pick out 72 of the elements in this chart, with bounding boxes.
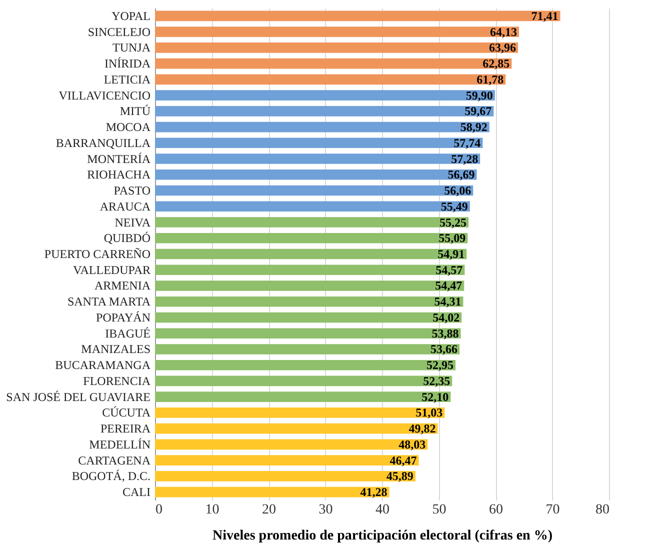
data-label: 55,25	[440, 215, 467, 230]
data-label: 52,95	[426, 358, 454, 372]
data-label: 63,96	[488, 40, 516, 55]
x-axis-title: Niveles promedio de participación electoral (cifras en %)	[212, 528, 553, 544]
y-tick-label: IBAGUÉ	[105, 326, 150, 340]
x-tick-label: 60	[489, 502, 503, 518]
data-label: 56,69	[448, 168, 475, 182]
data-label: 41,28	[360, 485, 388, 500]
data-label: 59,67	[464, 104, 492, 118]
x-tick-label: 80	[596, 502, 610, 518]
y-tick-label: CALI	[122, 485, 150, 500]
data-label: 46,47	[390, 453, 417, 468]
y-tick-label: MITÚ	[120, 104, 151, 118]
data-label: 57,28	[451, 152, 478, 166]
y-tick-label: RIOHACHA	[87, 168, 151, 182]
x-tick-label: 0	[156, 502, 162, 518]
y-tick-label: NEIVA	[114, 215, 151, 230]
y-tick-label: SINCELEJO	[88, 24, 151, 39]
y-tick-label: INÍRIDA	[104, 56, 151, 71]
y-tick-label: YOPAL	[112, 8, 150, 23]
y-tick-label: SANTA MARTA	[67, 294, 151, 309]
data-label: 61,78	[476, 72, 504, 86]
y-tick-label: ARAUCA	[100, 199, 151, 214]
y-tick-label: POPAYÁN	[96, 310, 151, 324]
data-label: 54,91	[438, 247, 465, 261]
y-tick-label: VILLAVICENCIO	[58, 88, 151, 102]
x-tick-label: 20	[262, 502, 276, 518]
x-tick-label: 30	[318, 502, 333, 518]
x-tick-label: 50	[432, 502, 446, 518]
data-label: 59,90	[466, 88, 493, 102]
data-label: 45,89	[386, 469, 414, 484]
y-tick-label: LETICIA	[104, 72, 151, 86]
y-tick-label: TUNJA	[112, 40, 151, 55]
data-label: 64,13	[490, 24, 517, 39]
y-tick-label: BUCARAMANGA	[55, 358, 151, 372]
y-tick-label: PEREIRA	[100, 422, 151, 436]
data-label: 52,35	[423, 374, 450, 388]
y-tick-label: MEDELLÍN	[89, 437, 151, 452]
data-label: 57,74	[454, 136, 481, 150]
x-tick-label: 10	[205, 502, 220, 518]
y-tick-label: PUERTO CARREÑO	[44, 247, 151, 261]
y-tick-label: BOGOTÁ, D.C.	[72, 469, 150, 484]
y-tick-label: MONTERÍA	[87, 152, 151, 166]
data-label: 48,03	[398, 437, 426, 452]
data-label: 62,85	[482, 56, 510, 71]
y-tick-label: ARMENIA	[94, 278, 151, 293]
y-tick-label: VALLEDUPAR	[73, 262, 150, 277]
y-tick-label: SAN JOSÉ DEL GUAVIARE	[6, 390, 150, 404]
data-label: 55,09	[438, 231, 466, 246]
x-tick-label: 70	[546, 502, 560, 518]
data-label: 54,57	[436, 262, 463, 277]
y-tick-label: PASTO	[114, 184, 151, 198]
data-label: 54,02	[432, 310, 460, 324]
data-label: 51,03	[416, 406, 443, 420]
y-tick-label: CARTAGENA	[78, 453, 151, 468]
y-tick-label: MOCOA	[106, 120, 151, 134]
data-label: 54,47	[435, 278, 462, 293]
y-tick-label: MANIZALES	[81, 342, 150, 356]
x-tick-label: 40	[376, 502, 390, 518]
data-label: 56,06	[444, 184, 472, 198]
data-label: 58,92	[460, 120, 488, 134]
y-tick-label: CÚCUTA	[102, 406, 151, 420]
data-label: 71,41	[531, 8, 558, 23]
y-tick-label: FLORENCIA	[83, 374, 151, 388]
y-tick-label: BARRANQUILLA	[56, 136, 151, 150]
data-label: 53,66	[430, 342, 458, 356]
data-label: 52,10	[422, 390, 449, 404]
y-tick-label: QUIBDÓ	[104, 231, 151, 246]
data-label: 49,82	[408, 422, 436, 436]
data-label: 55,49	[440, 199, 468, 214]
data-label: 54,31	[434, 294, 462, 309]
data-label: 53,88	[432, 326, 459, 340]
